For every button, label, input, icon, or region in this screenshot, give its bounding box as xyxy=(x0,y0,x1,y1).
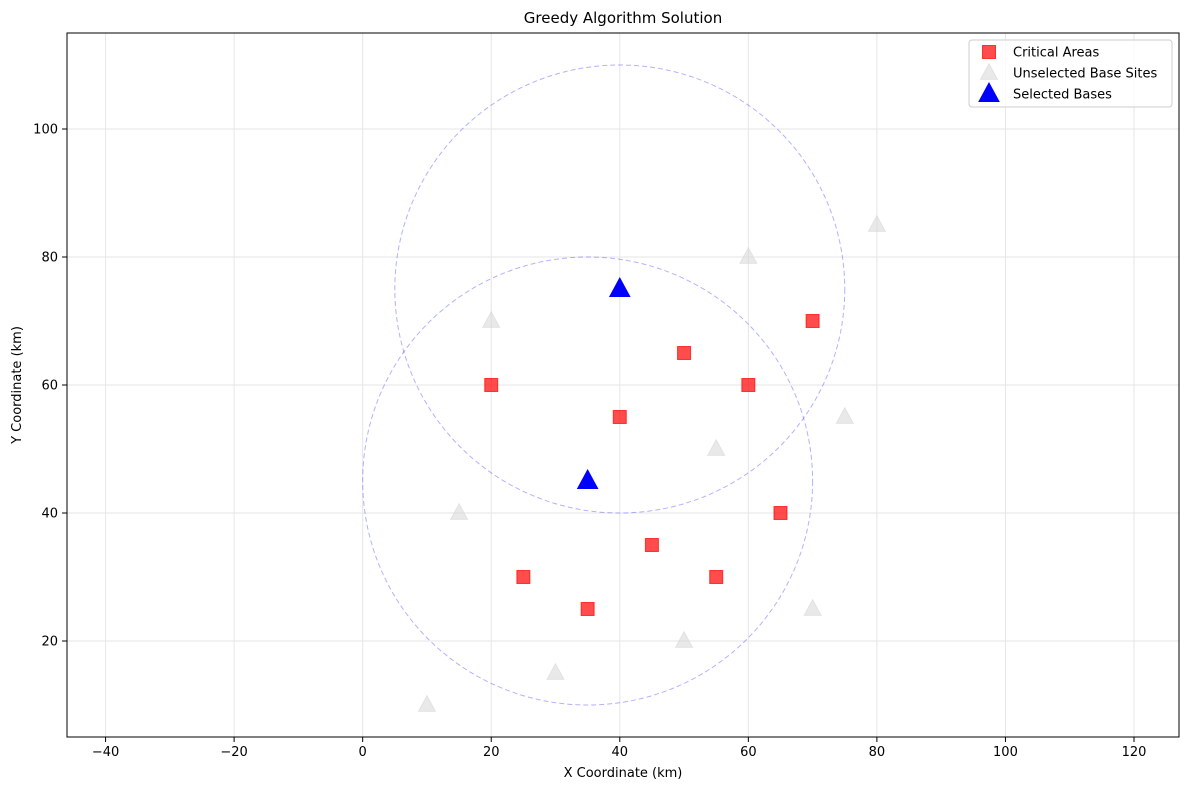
y-tick-label: 80 xyxy=(41,251,58,266)
unselected-base-marker xyxy=(546,662,565,680)
unselected-base-marker xyxy=(739,246,758,264)
critical-area-marker xyxy=(612,410,627,424)
y-tick-label: 40 xyxy=(41,507,58,522)
coverage-circle xyxy=(362,256,814,706)
legend: Critical Areas Unselected Base Sites Selec… xyxy=(968,39,1173,108)
x-tick-label: 0 xyxy=(359,745,367,760)
selected-base-marker xyxy=(576,468,599,489)
unselected-base-marker xyxy=(449,502,469,520)
legend-label: Unselected Base Sites xyxy=(1013,67,1158,82)
x-tick-label: −40 xyxy=(92,745,119,760)
critical-area-marker xyxy=(773,506,788,520)
unselected-base-marker xyxy=(867,214,887,232)
legend-label: Selected Bases xyxy=(1013,88,1112,103)
axis-ticks: −40 −20 0 20 40 60 80 100 120 20 40 60 80 100 xyxy=(33,123,1146,761)
data-markers xyxy=(417,214,887,712)
critical-area-marker xyxy=(580,602,595,616)
legend-label: Critical Areas xyxy=(1013,46,1100,61)
x-tick-label: −20 xyxy=(220,745,247,760)
unselected-base-marker xyxy=(835,406,855,424)
coverage-circles xyxy=(362,64,846,706)
coverage-circle xyxy=(394,64,846,514)
unselected-base-marker xyxy=(417,694,437,712)
unselected-base-marker xyxy=(481,310,501,328)
x-axis-label: X Coordinate (km) xyxy=(564,766,683,781)
y-tick-label: 100 xyxy=(33,123,58,138)
unselected-base-marker xyxy=(803,598,822,616)
critical-area-marker xyxy=(741,378,756,392)
x-tick-label: 80 xyxy=(869,745,886,760)
critical-area-marker xyxy=(709,570,724,584)
y-axis-label: Y Coordinate (km) xyxy=(10,326,25,445)
plot-border xyxy=(66,32,1180,738)
critical-area-marker xyxy=(644,538,659,552)
x-tick-label: 120 xyxy=(1122,745,1147,760)
x-tick-label: 60 xyxy=(740,745,757,760)
legend-marker xyxy=(982,45,996,59)
unselected-base-marker xyxy=(674,630,694,648)
selected-base-marker xyxy=(608,276,631,297)
x-tick-label: 20 xyxy=(483,745,500,760)
y-tick-label: 60 xyxy=(41,379,58,394)
y-tick-label: 20 xyxy=(41,635,58,650)
legend-box xyxy=(968,39,1173,108)
critical-area-marker xyxy=(805,314,820,328)
critical-area-marker xyxy=(484,378,499,392)
unselected-base-marker xyxy=(706,438,726,456)
x-tick-label: 100 xyxy=(993,745,1018,760)
chart-title: Greedy Algorithm Solution xyxy=(524,9,722,27)
grid xyxy=(67,33,1179,737)
x-tick-label: 40 xyxy=(612,745,629,760)
critical-area-marker xyxy=(516,570,531,584)
critical-area-marker xyxy=(677,346,692,360)
legend-marker xyxy=(979,62,999,80)
legend-marker xyxy=(978,81,1000,102)
